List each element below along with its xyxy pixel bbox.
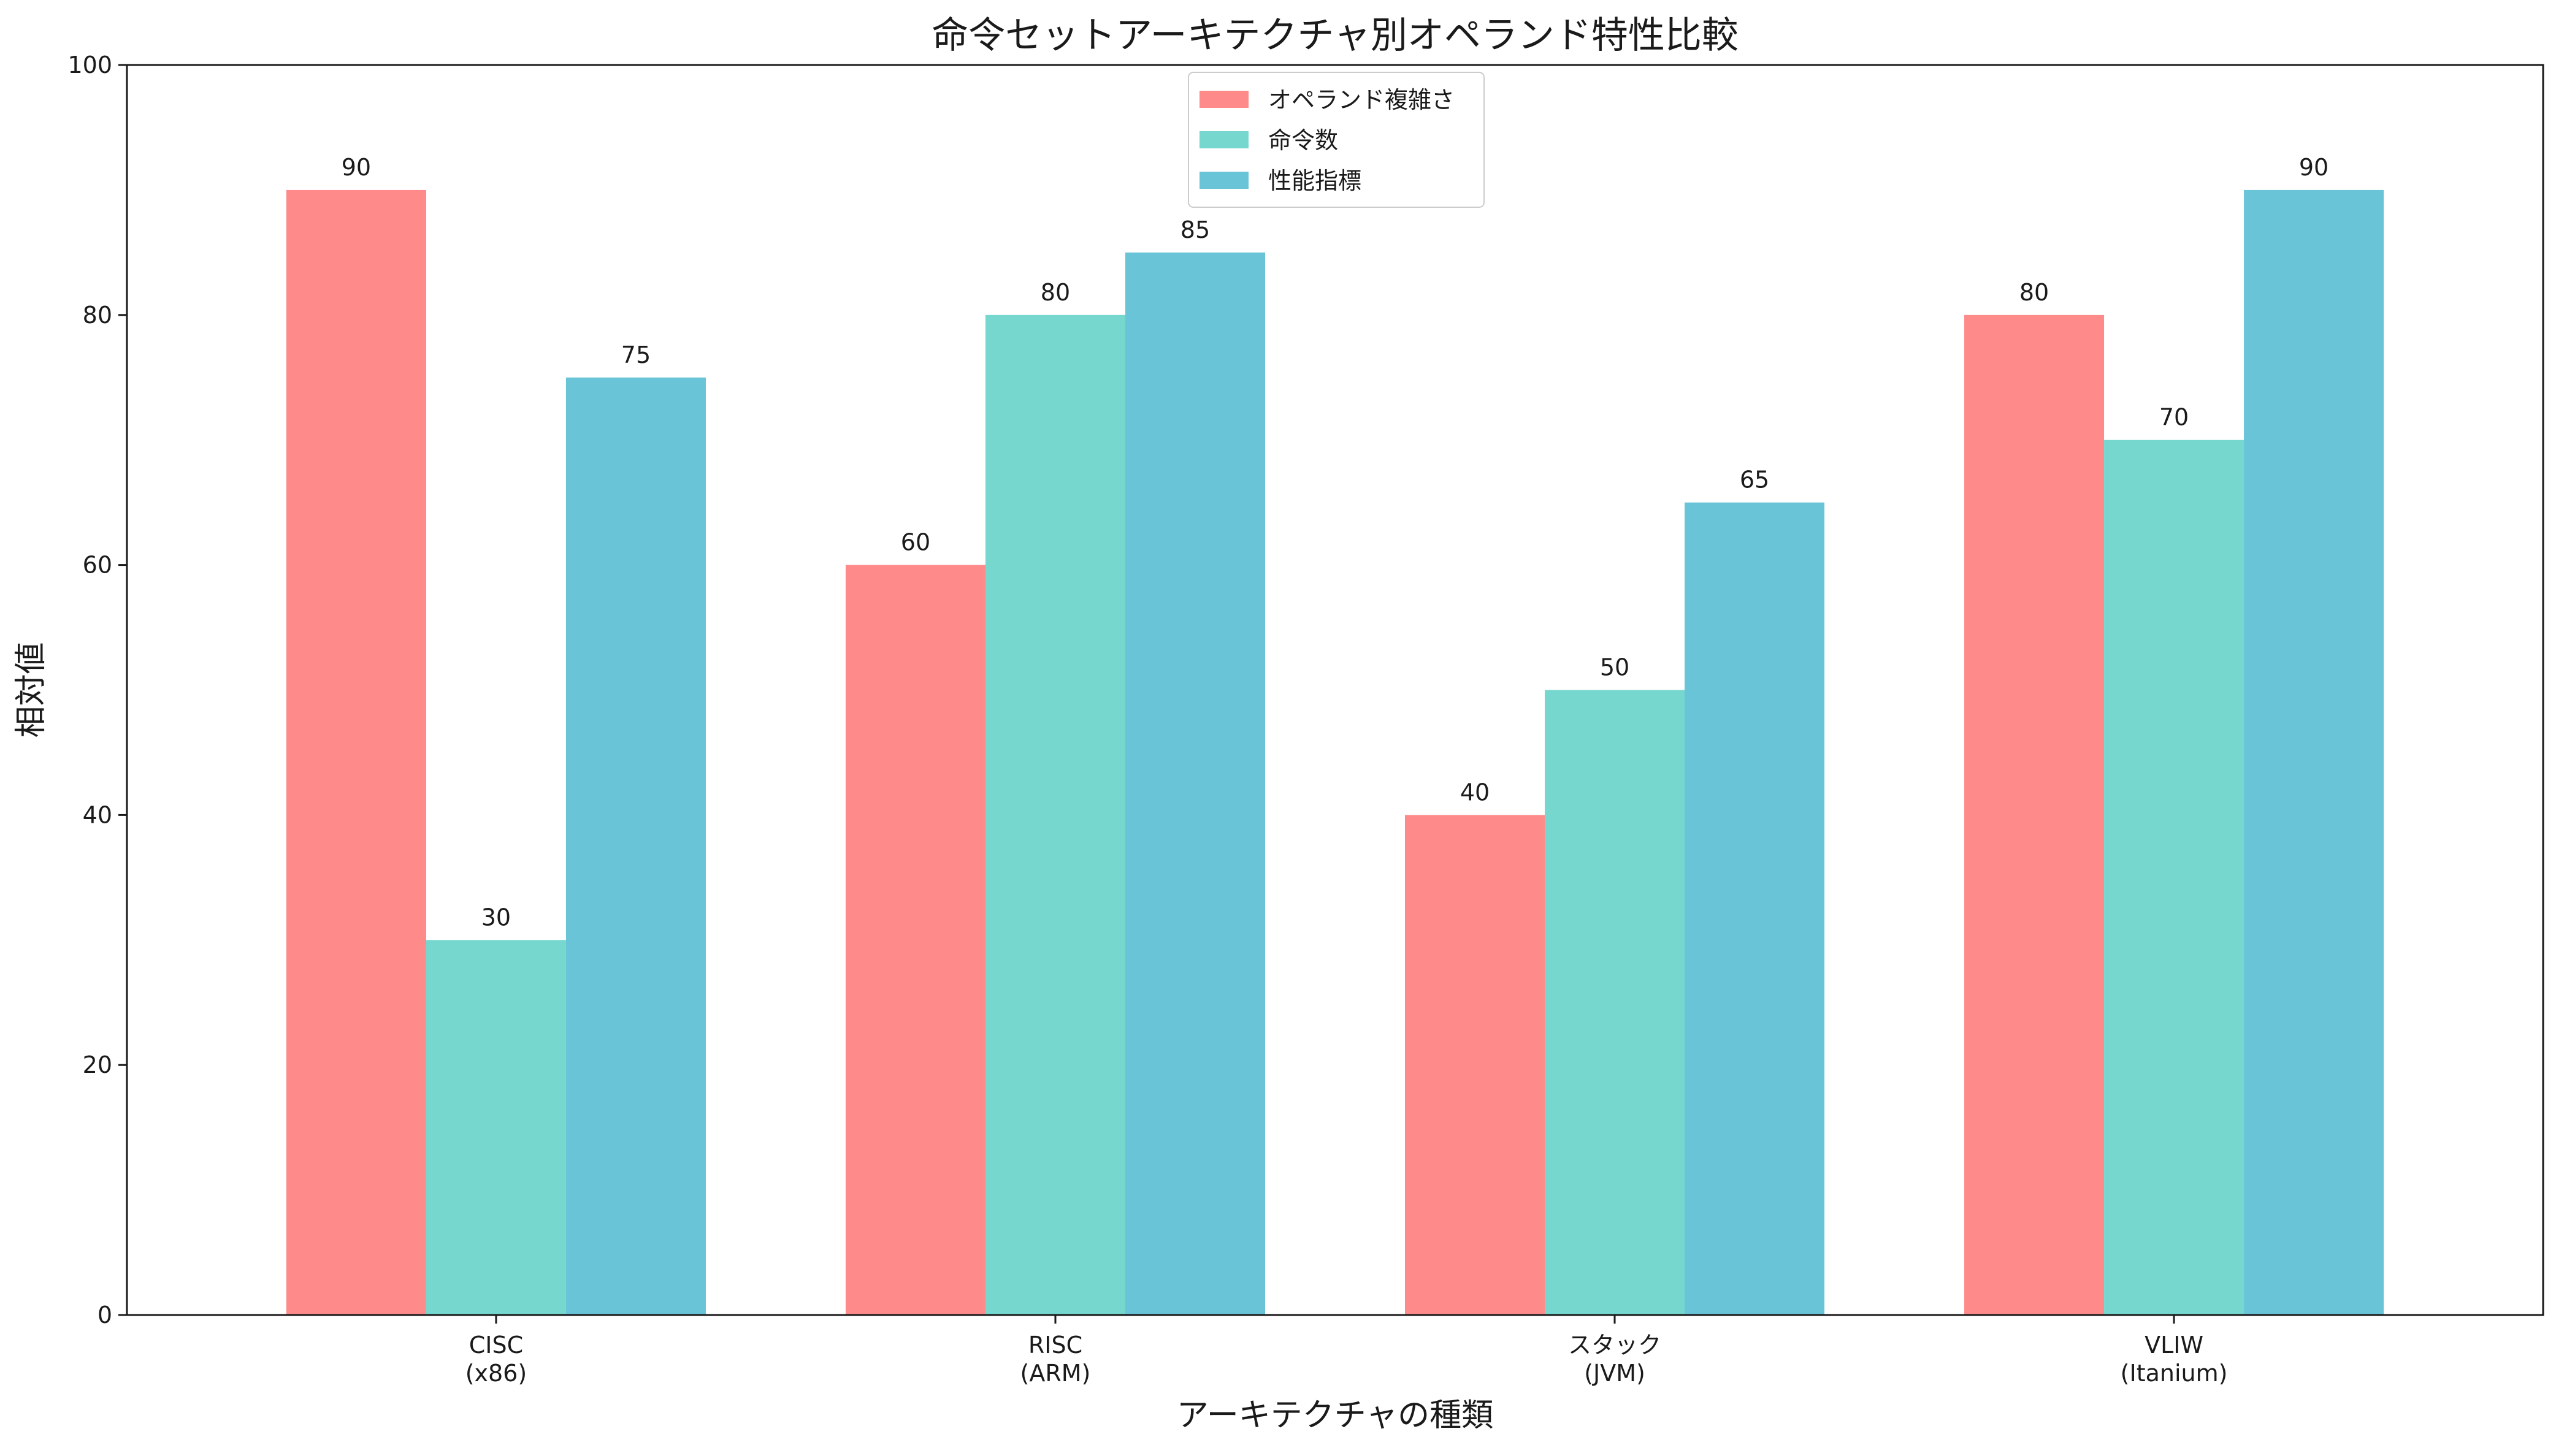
bar-value-label: 85 bbox=[1180, 216, 1210, 243]
bar-value-label: 90 bbox=[342, 154, 371, 181]
bar bbox=[845, 565, 985, 1315]
bar bbox=[426, 940, 566, 1315]
legend-entry: 命令数 bbox=[1268, 127, 1338, 154]
legend-swatch bbox=[1200, 91, 1249, 108]
bar-value-label: 30 bbox=[481, 904, 511, 931]
legend-box bbox=[1188, 72, 1485, 208]
bar-value-label: 80 bbox=[1041, 279, 1070, 306]
x-tick-label: スタック bbox=[1568, 1332, 1661, 1359]
bar bbox=[286, 189, 426, 1315]
x-axis-label: アーキテクチャの種類 bbox=[1177, 1397, 1493, 1434]
y-tick-label: 20 bbox=[83, 1051, 112, 1078]
y-tick-label: 0 bbox=[98, 1302, 112, 1328]
x-tick-label: (Itanium) bbox=[2121, 1360, 2228, 1387]
x-tick-label: VLIW bbox=[2145, 1332, 2203, 1359]
y-tick-label: 80 bbox=[83, 302, 112, 329]
legend-swatch bbox=[1200, 172, 1249, 189]
bar bbox=[1964, 314, 2105, 1315]
bar bbox=[565, 377, 706, 1315]
bar bbox=[2244, 189, 2384, 1315]
x-tick-label: RISC bbox=[1028, 1332, 1082, 1359]
bar bbox=[985, 314, 1125, 1315]
bar-value-label: 90 bbox=[2299, 154, 2328, 181]
bar bbox=[1685, 502, 1825, 1315]
bar-value-label: 60 bbox=[901, 529, 930, 556]
legend-entry: オペランド複雑さ bbox=[1268, 86, 1455, 113]
bar bbox=[1545, 690, 1685, 1315]
bar-value-label: 75 bbox=[621, 341, 651, 368]
legend-entry: 性能指標 bbox=[1268, 167, 1361, 194]
y-axis-label: 相対値 bbox=[13, 642, 50, 738]
bars-group bbox=[286, 189, 2384, 1316]
y-tick-label: 40 bbox=[83, 801, 112, 828]
bar-value-label: 65 bbox=[1740, 467, 1769, 494]
legend-swatch bbox=[1200, 131, 1249, 148]
bar-value-label: 70 bbox=[2159, 404, 2189, 431]
bar bbox=[2104, 440, 2244, 1316]
x-tick-label: (JVM) bbox=[1584, 1360, 1645, 1387]
x-tick-label: CISC bbox=[469, 1332, 523, 1359]
bar bbox=[1405, 815, 1545, 1315]
y-tick-label: 60 bbox=[83, 552, 112, 579]
value-labels-group: 90 60 40 80 30 80 50 70 75 85 65 90 bbox=[342, 154, 2328, 931]
chart-title: 命令セットアーキテクチャ別オペランド特性比較 bbox=[932, 14, 1739, 57]
y-tick-label: 100 bbox=[67, 51, 112, 78]
axes-group: 0 20 40 60 80 100 CISC(x86) RISC(ARM) スタック(JVM) V… bbox=[67, 51, 2544, 1387]
plot-frame bbox=[126, 64, 2544, 1316]
bar-value-label: 50 bbox=[1600, 654, 1629, 681]
x-tick-label: (ARM) bbox=[1020, 1360, 1091, 1387]
bar-value-label: 40 bbox=[1460, 779, 1490, 806]
bar-value-label: 80 bbox=[2019, 279, 2049, 306]
bar bbox=[1125, 252, 1265, 1316]
x-tick-label: (x86) bbox=[465, 1360, 527, 1387]
